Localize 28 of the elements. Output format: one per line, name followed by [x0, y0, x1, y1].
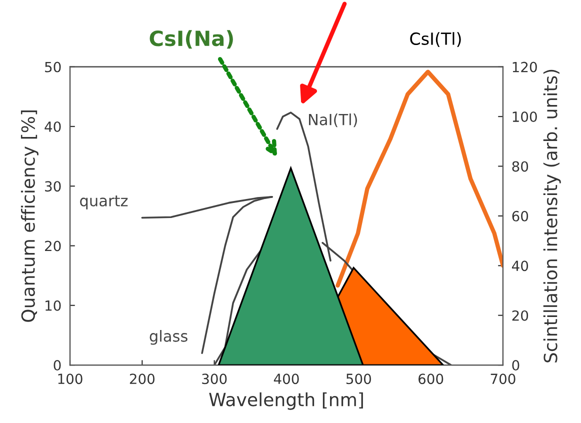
series-label: glass	[150, 330, 188, 345]
y-tick-label: 0	[54, 360, 61, 371]
y2-tick-label: 120	[512, 62, 537, 72]
y-tick-label: 40	[44, 121, 61, 132]
y-tick-label: 20	[45, 240, 61, 252]
x-axis-title: Wavelength [nm]	[209, 392, 363, 410]
y2-tick-label: 0	[512, 360, 520, 371]
x-tick-label: 700	[490, 374, 516, 384]
x-tick-label: 400	[274, 374, 299, 384]
x-tick-label: 100	[58, 374, 82, 384]
series-label: NaI(Tl)	[308, 114, 357, 128]
y-tick-label: 50	[45, 62, 61, 72]
y2-tick-label: 40	[512, 260, 528, 272]
x-tick-label: 500	[346, 374, 371, 384]
x-tick-label: 600	[418, 374, 444, 384]
y-tick-label: 10	[46, 300, 61, 311]
x-tick-label: 300	[202, 374, 227, 384]
x-tick-label: 200	[130, 374, 155, 384]
y2-tick-label: 80	[512, 161, 528, 172]
y-tick-label: 30	[45, 181, 61, 192]
series-label: quartz	[80, 195, 128, 210]
text: CsI(Na)	[150, 30, 233, 49]
y2-tick-label: 20	[512, 310, 528, 321]
y-axis-title: Quantum efficiency [%]	[20, 110, 38, 322]
y2-axis-title: Scintillation intensity (arb. units)	[543, 70, 561, 362]
y2-tick-label: 100	[512, 112, 537, 122]
y2-tick-label: 60	[512, 210, 528, 222]
text: CsI(Tl)	[410, 32, 461, 47]
